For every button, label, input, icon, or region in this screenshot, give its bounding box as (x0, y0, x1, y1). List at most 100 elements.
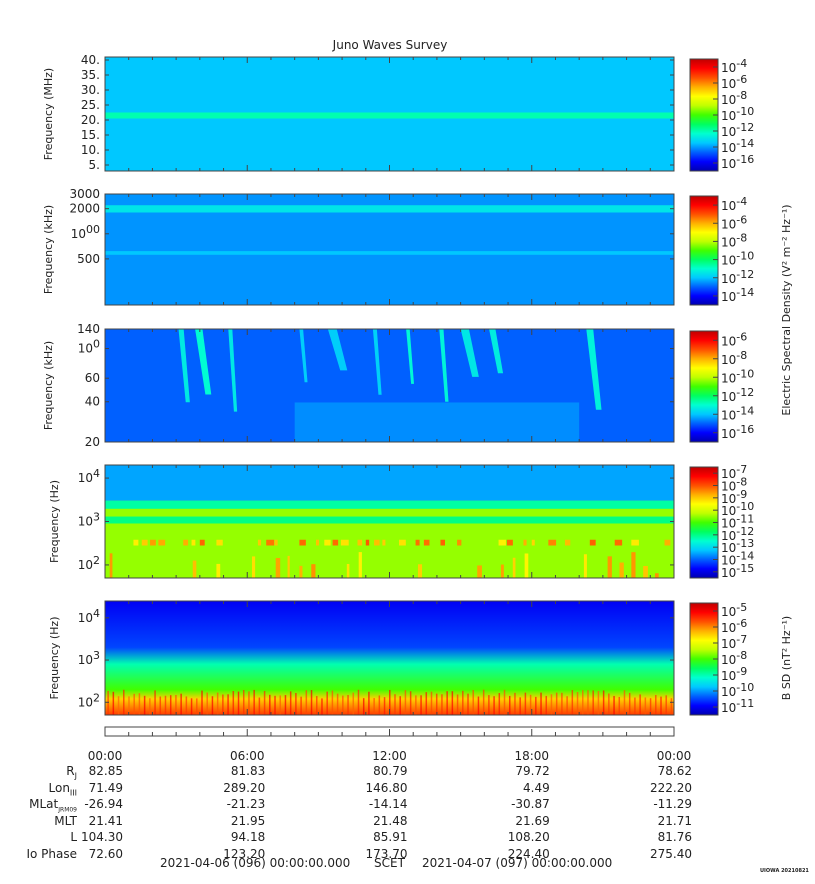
magnetic-burst (582, 690, 584, 715)
low-frequency-burst (251, 556, 256, 578)
magnetic-burst (488, 695, 490, 715)
y-tick-label: 20 (85, 435, 100, 449)
magnetic-burst (227, 694, 229, 715)
magnetic-burst (472, 689, 474, 715)
chorus-element (423, 539, 430, 546)
magnetic-burst (493, 696, 495, 715)
chorus-element (141, 539, 148, 546)
chorus-element (324, 539, 331, 546)
magnetic-burst (587, 690, 589, 715)
footer-end-time: 2021-04-07 (097) 00:00:00.000 (422, 856, 613, 870)
magnetic-burst (253, 689, 255, 715)
magnetic-burst (242, 689, 245, 715)
y-tick-label: 103 (78, 649, 100, 667)
ephemeris-value: -14.14 (368, 797, 408, 811)
ephemeris-value: 78.62 (657, 764, 692, 778)
magnetic-burst (634, 697, 636, 715)
chorus-element (374, 539, 380, 546)
y-tick-label: 10. (81, 143, 100, 157)
y-tick-label: 30. (81, 83, 100, 97)
ephemeris-value: 71.49 (88, 780, 123, 795)
magnetic-burst (467, 693, 469, 715)
low-frequency-burst (109, 553, 113, 578)
chorus-element (158, 539, 166, 546)
panel-2-image (105, 194, 674, 305)
colorbar-tick-label: 10-10 (721, 681, 754, 699)
magnetic-burst (347, 694, 349, 715)
magnetic-burst (477, 696, 480, 715)
chart-title: Juno Waves Survey (332, 38, 448, 52)
colorbar-tick-label: 10-12 (721, 121, 754, 139)
colorbar-tick-label: 10-15 (721, 562, 754, 580)
ephemeris-value: 85.91 (373, 830, 408, 844)
chorus-element (382, 539, 386, 546)
colorbar-tick-label: 10-6 (721, 617, 747, 635)
ephemeris-value: 21.48 (373, 813, 408, 828)
ephemeris-value: 94.18 (230, 830, 266, 844)
low-frequency-burst (607, 556, 612, 578)
magnetic-burst (623, 690, 626, 715)
magnetic-burst (269, 694, 271, 715)
magnetic-burst (446, 691, 448, 715)
chorus-element (531, 539, 535, 546)
magnetic-burst (404, 690, 407, 715)
ephemeris-value: 289.20 (223, 780, 266, 795)
colorbar-scale (689, 330, 719, 443)
ephemeris-value: 21.71 (657, 813, 692, 828)
low-frequency-burst (192, 560, 197, 578)
magnetic-burst (602, 690, 605, 715)
ephemeris-value: 222.20 (650, 780, 692, 795)
y-axis-label: Frequency (kHz) (42, 341, 55, 430)
radio-burst (228, 329, 238, 412)
magnetic-burst (123, 689, 125, 715)
y-tick-label: 2000 (69, 202, 100, 216)
radio-burst (195, 329, 212, 395)
colorbar-tick-label: 10-12 (721, 386, 754, 404)
low-frequency-burst (583, 554, 587, 578)
y-tick-label: 25. (81, 98, 100, 112)
magnetic-burst (660, 696, 662, 715)
ephemeris-value: -21.23 (226, 797, 266, 811)
colorbar-tick-label: 10-6 (721, 330, 747, 348)
chorus-element (299, 539, 306, 546)
magnetic-burst (503, 689, 506, 715)
chorus-element (631, 539, 639, 546)
radio-burst (372, 329, 382, 395)
y-tick-label: 1000 (71, 223, 100, 241)
magnetic-burst (164, 695, 167, 715)
colorbar-tick-label: 10-12 (721, 268, 754, 286)
magnetic-burst (373, 698, 375, 715)
footer-scet-label: SCET (374, 856, 405, 870)
magnetic-burst (378, 695, 381, 715)
magnetic-burst (357, 689, 360, 715)
chorus-element (365, 539, 370, 546)
magnetic-burst (571, 690, 574, 715)
magnetic-burst (529, 694, 532, 715)
ephemeris-value: 72.60 (88, 846, 123, 861)
low-frequency-burst (500, 564, 504, 578)
magnetic-burst (462, 690, 464, 715)
magnetic-burst (425, 692, 428, 715)
magnetic-burst (248, 691, 250, 715)
x-tick-label: 12:00 (372, 749, 407, 763)
colorbar-tick-label: 10-8 (721, 649, 747, 667)
ephemeris-value: 173.70 (365, 846, 408, 861)
magnetic-burst (655, 695, 657, 715)
magnetic-burst (222, 694, 224, 715)
magnetic-burst (216, 692, 219, 715)
emission-band (105, 251, 674, 255)
y-tick-label: 103 (78, 511, 100, 529)
magnetic-burst (175, 695, 177, 715)
colorbar-tick-label: 10-9 (721, 488, 747, 506)
chorus-element (357, 539, 363, 546)
magnetic-burst (540, 692, 542, 715)
colorbar-tick-label: 10-16 (721, 153, 754, 171)
y-tick-label: 102 (78, 691, 100, 709)
y-tick-label: 104 (78, 467, 100, 485)
ephemeris-value: 224.40 (507, 846, 550, 861)
